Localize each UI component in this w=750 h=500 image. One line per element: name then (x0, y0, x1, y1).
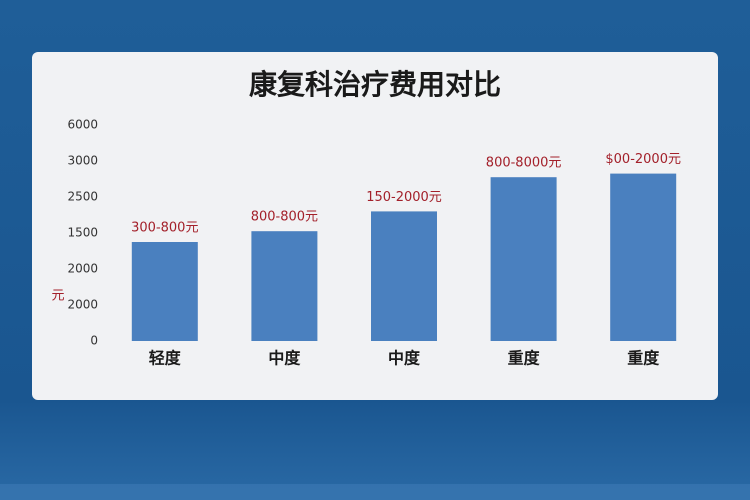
x-tick-label: 中度 (268, 349, 301, 368)
x-tick-label: 重度 (627, 349, 660, 368)
bar-note: 800-800元 (251, 210, 318, 225)
chart-title: 康复科治疗费用对比 (249, 68, 501, 101)
bar-note: 300-800元 (131, 221, 198, 236)
bar (131, 242, 198, 341)
bar-note: 150-2000元 (366, 190, 442, 205)
bar (610, 173, 677, 341)
y-tick-label: 1500 (67, 226, 98, 240)
bar (490, 177, 557, 341)
bar (371, 211, 437, 341)
x-tick-label: 重度 (508, 349, 541, 368)
y-tick-label: 2000 (67, 298, 98, 312)
footer-strip (0, 484, 750, 500)
bar-note: $00-2000元 (605, 152, 681, 167)
bar (251, 231, 318, 341)
y-tick-label: 2000 (67, 262, 98, 276)
x-tick-label: 轻度 (149, 349, 182, 368)
y-tick-label: 2500 (67, 190, 98, 204)
y-tick-label: 0 (90, 334, 98, 348)
y-axis-label: 元 (51, 289, 64, 304)
x-tick-label: 中度 (388, 349, 421, 368)
bar-note: 800-8000元 (486, 156, 562, 171)
y-tick-label: 6000 (67, 118, 98, 132)
y-tick-label: 3000 (67, 154, 98, 168)
